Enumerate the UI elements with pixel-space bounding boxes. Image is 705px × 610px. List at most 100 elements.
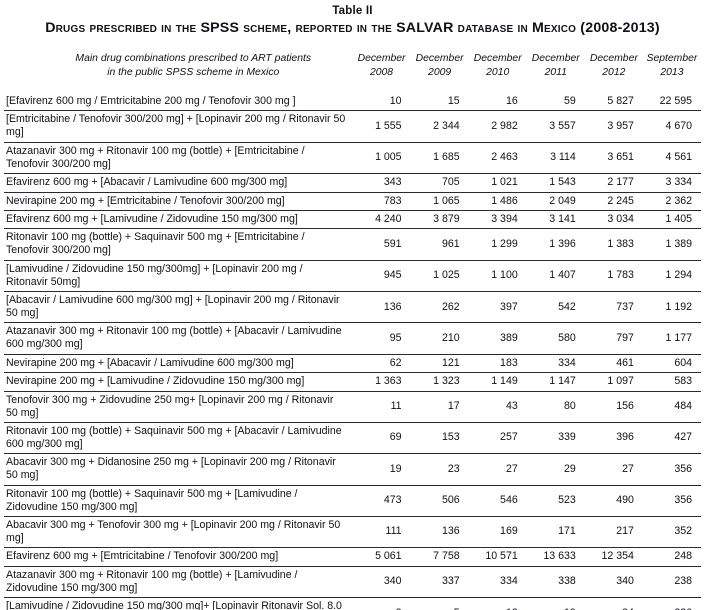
patient-count-cell: 248 [642, 547, 701, 567]
patient-count-cell: 797 [584, 322, 643, 355]
patient-count-cell: 356 [642, 485, 701, 518]
drug-combination-label: Nevirapine 200 mg + [Emtricitabine / Ten… [4, 192, 353, 211]
drug-combination-label: Efavirenz 600 mg + [Lamivudine / Zidovud… [4, 210, 353, 230]
drug-combination-label: Efavirenz 600 mg + [Emtricitabine / Teno… [4, 547, 353, 567]
patient-count-cell: 945 [352, 260, 411, 293]
patient-count-cell: 136 [352, 291, 411, 324]
column-year: 2009 [428, 66, 452, 78]
patient-count-cell: 24 [584, 597, 643, 610]
table-row: Atazanavir 300 mg + Ritonavir 100 mg (bo… [4, 566, 701, 599]
table-row: Nevirapine 200 mg + [Abacavir / Lamivudi… [4, 354, 701, 374]
patient-count-cell: 580 [526, 322, 585, 355]
table-row: Ritonavir 100 mg (bottle) + Saquinavir 5… [4, 422, 701, 455]
column-year: 2013 [660, 66, 684, 78]
patient-count-cell: 356 [642, 453, 701, 486]
table-row: Atazanavir 300 mg + Ritonavir 100 mg (bo… [4, 322, 701, 355]
patient-count-cell: 22 595 [642, 93, 701, 112]
patient-count-cell: 262 [410, 291, 469, 324]
patient-count-cell: 1 405 [642, 210, 701, 230]
patient-count-cell: 43 [468, 391, 527, 423]
table-row: Abacavir 300 mg + Tenofovir 300 mg + [Lo… [4, 516, 701, 549]
patient-count-cell: 7 758 [410, 547, 469, 567]
patient-count-cell: 1 389 [642, 228, 701, 261]
column-year: 2011 [544, 66, 567, 78]
patient-count-cell: 705 [410, 173, 469, 193]
patient-count-cell: 80 [526, 391, 585, 423]
patient-count-cell: 23 [410, 453, 469, 486]
patient-count-cell: 604 [642, 354, 701, 374]
patient-count-cell: 12 [468, 597, 527, 610]
drug-combination-label: Ritonavir 100 mg (bottle) + Saquinavir 5… [4, 422, 353, 455]
patient-count-cell: 1 783 [584, 260, 643, 293]
patient-count-cell: 136 [410, 516, 469, 549]
patient-count-cell: 1 097 [584, 372, 643, 392]
table-row: Nevirapine 200 mg + [Emtricitabine / Ten… [4, 192, 701, 211]
table-row: Tenofovir 300 mg + Zidovudine 250 mg+ [L… [4, 391, 701, 423]
patient-count-cell: 29 [526, 453, 585, 486]
stub-header-line2: in the public SPSS scheme in Mexico [107, 66, 280, 78]
patient-count-cell: 238 [642, 566, 701, 599]
patient-count-cell: 17 [410, 391, 469, 423]
patient-count-cell: 62 [352, 354, 411, 374]
patient-count-cell: 3 [352, 597, 411, 610]
drug-combination-label: Abacavir 300 mg + Didanosine 250 mg + [L… [4, 453, 353, 486]
patient-count-cell: 343 [352, 173, 411, 193]
column-month: December [473, 53, 522, 64]
stub-column-header: Main drug combinations prescribed to ART… [4, 50, 353, 93]
patient-count-cell: 183 [468, 354, 527, 374]
patient-count-cell: 10 571 [468, 547, 527, 567]
patient-count-cell: 11 [352, 391, 411, 423]
patient-count-cell: 506 [410, 485, 469, 518]
drug-combination-label: [Lamivudine / Zidovudine 150 mg/300mg] +… [4, 260, 353, 293]
drug-combination-label: [Emtricitabine / Tenofovir 300/200 mg] +… [4, 110, 353, 143]
drug-combinations-table: Main drug combinations prescribed to ART… [4, 50, 701, 610]
patient-count-cell: 3 334 [642, 173, 701, 193]
column-year: 2008 [369, 66, 394, 78]
column-year: 2012 [602, 66, 626, 78]
patient-count-cell: 1 555 [352, 110, 411, 143]
column-month: September [646, 53, 698, 64]
table-row: Ritonavir 100 mg (bottle) + Saquinavir 5… [4, 485, 701, 518]
drug-combination-label: Ritonavir 100 mg (bottle) + Saquinavir 5… [4, 228, 353, 261]
patient-count-cell: 1 025 [410, 260, 469, 293]
patient-count-cell: 5 [410, 597, 469, 610]
patient-count-cell: 334 [468, 566, 527, 599]
patient-count-cell: 95 [352, 322, 411, 355]
patient-count-cell: 461 [584, 354, 643, 374]
patient-count-cell: 13 633 [526, 547, 585, 567]
column-month: December [589, 53, 638, 64]
patient-count-cell: 5 827 [584, 93, 643, 112]
patient-count-cell: 3 394 [468, 210, 527, 230]
patient-count-cell: 10 [352, 93, 411, 112]
patient-count-cell: 339 [526, 422, 585, 455]
patient-count-cell: 210 [410, 322, 469, 355]
patient-count-cell: 427 [642, 422, 701, 455]
drug-combination-label: Nevirapine 200 mg + [Lamivudine / Zidovu… [4, 372, 353, 392]
patient-count-cell: 583 [642, 372, 701, 392]
patient-count-cell: 546 [468, 485, 527, 518]
patient-count-cell: 2 049 [526, 192, 585, 211]
drug-combination-label: Atazanavir 300 mg + Ritonavir 100 mg (bo… [4, 142, 353, 175]
patient-count-cell: 1 685 [410, 142, 469, 175]
patient-count-cell: 340 [352, 566, 411, 599]
patient-count-cell: 69 [352, 422, 411, 455]
patient-count-cell: 352 [642, 516, 701, 549]
patient-count-cell: 156 [584, 391, 643, 423]
patient-count-cell: 257 [468, 422, 527, 455]
patient-count-cell: 334 [526, 354, 585, 374]
patient-count-cell: 3 034 [584, 210, 643, 230]
patient-count-cell: 27 [584, 453, 643, 486]
table-header-row: Main drug combinations prescribed to ART… [4, 50, 701, 93]
patient-count-cell: 490 [584, 485, 643, 518]
patient-count-cell: 961 [410, 228, 469, 261]
drug-combination-label: Atazanavir 300 mg + Ritonavir 100 mg (bo… [4, 322, 353, 355]
patient-count-cell: 1 100 [468, 260, 527, 293]
drug-combination-label: Ritonavir 100 mg (bottle) + Saquinavir 5… [4, 485, 353, 518]
patient-count-cell: 1 486 [468, 192, 527, 211]
drug-combination-label: Tenofovir 300 mg + Zidovudine 250 mg+ [L… [4, 391, 353, 423]
patient-count-cell: 737 [584, 291, 643, 324]
patient-count-cell: 169 [468, 516, 527, 549]
patient-count-cell: 3 114 [526, 142, 585, 175]
table-title: Drugs prescribed in the SPSS scheme, rep… [45, 20, 660, 36]
patient-count-cell: 153 [410, 422, 469, 455]
